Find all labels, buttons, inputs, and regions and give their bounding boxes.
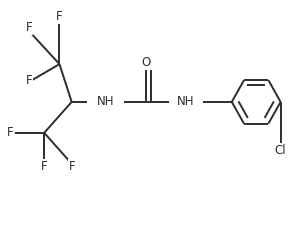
Text: F: F (41, 160, 48, 173)
Text: O: O (142, 56, 151, 69)
Text: F: F (7, 126, 14, 139)
Text: NH: NH (177, 95, 195, 108)
Text: NH: NH (96, 95, 114, 108)
Text: F: F (56, 10, 63, 23)
Text: F: F (25, 21, 32, 34)
Text: F: F (25, 74, 32, 87)
Text: F: F (69, 160, 75, 173)
Text: Cl: Cl (275, 144, 286, 157)
